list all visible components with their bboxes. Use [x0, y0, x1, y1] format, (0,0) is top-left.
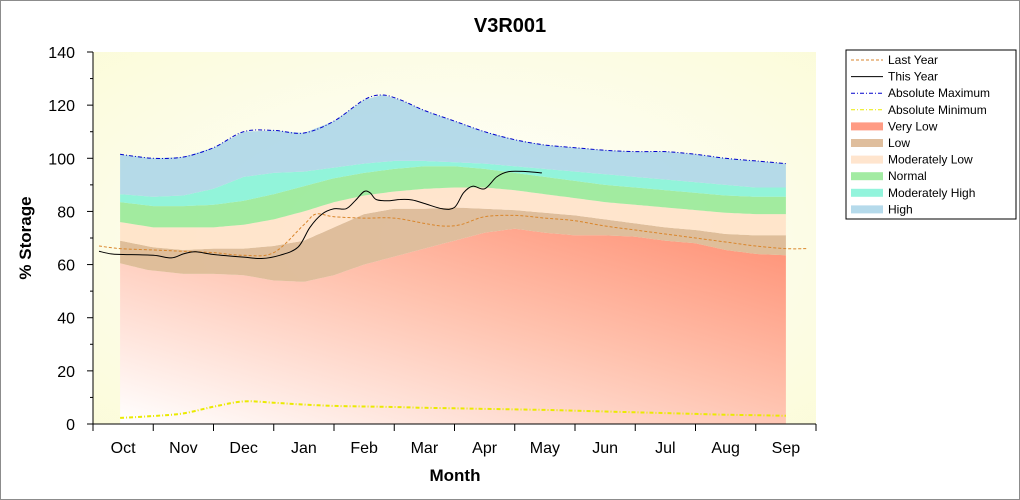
y-tick-label: 20 — [57, 364, 75, 381]
x-tick-label: Sep — [772, 440, 801, 457]
y-tick-label: 0 — [66, 417, 75, 434]
legend-swatch — [851, 155, 883, 164]
band-moderately-high — [120, 160, 786, 207]
legend-swatch — [851, 205, 883, 214]
axes-layer: 0 20 40 60 80 100 120 140 Oct Nov Dec Jan Feb Mar Apr M… — [48, 45, 817, 457]
legend-label: Absolute Minimum — [888, 103, 987, 117]
lines-layer — [98, 94, 808, 419]
y-tick-label: 140 — [48, 45, 75, 62]
x-tick-label: Jun — [592, 440, 618, 457]
legend-label: Moderately Low — [888, 153, 973, 167]
band-high — [120, 95, 786, 197]
series-last-year — [98, 213, 808, 257]
legend-label: Last Year — [888, 53, 938, 67]
y-axis-label: % Storage — [16, 196, 35, 279]
series-absolute-maximum — [120, 94, 786, 165]
legend-label: Normal — [888, 169, 927, 183]
legend-label: Moderately High — [888, 186, 975, 200]
legend-label: Absolute Maximum — [888, 86, 990, 100]
series-this-year — [98, 170, 542, 260]
legend-label: Very Low — [888, 119, 938, 133]
x-tick-label: Dec — [229, 440, 257, 457]
x-tick-label: May — [530, 440, 560, 457]
y-tick-label: 60 — [57, 258, 75, 275]
legend-swatch — [851, 172, 883, 181]
band-very-low — [120, 228, 786, 424]
bands-layer — [120, 95, 786, 424]
chart-title: V3R001 — [474, 15, 546, 37]
x-tick-label: Jul — [655, 440, 675, 457]
x-tick-label: Jan — [291, 440, 317, 457]
legend: Last Year This Year Absolute Maximum Absolu… — [845, 49, 1017, 220]
x-tick-label: Nov — [169, 440, 197, 457]
legend-swatch — [851, 188, 883, 197]
x-tick-label: Aug — [711, 440, 739, 457]
series-absolute-minimum — [120, 400, 786, 419]
y-tick-label: 40 — [57, 311, 75, 328]
band-low — [120, 207, 786, 282]
x-tick-label: Oct — [111, 440, 136, 457]
legend-swatch — [851, 122, 883, 131]
x-axis-label: Month — [430, 466, 481, 485]
legend-label: Low — [888, 136, 910, 150]
x-tick-label: Feb — [350, 440, 378, 457]
y-tick-label: 80 — [57, 204, 75, 221]
x-tick-label: Mar — [411, 440, 439, 457]
y-tick-label: 120 — [48, 98, 75, 115]
y-tick-label: 100 — [48, 151, 75, 168]
x-tick-label: Apr — [472, 440, 498, 457]
legend-swatch — [851, 139, 883, 147]
legend-label: High — [888, 202, 913, 216]
band-moderately-low — [120, 187, 786, 250]
legend-label: This Year — [888, 70, 938, 84]
band-normal — [120, 166, 786, 228]
